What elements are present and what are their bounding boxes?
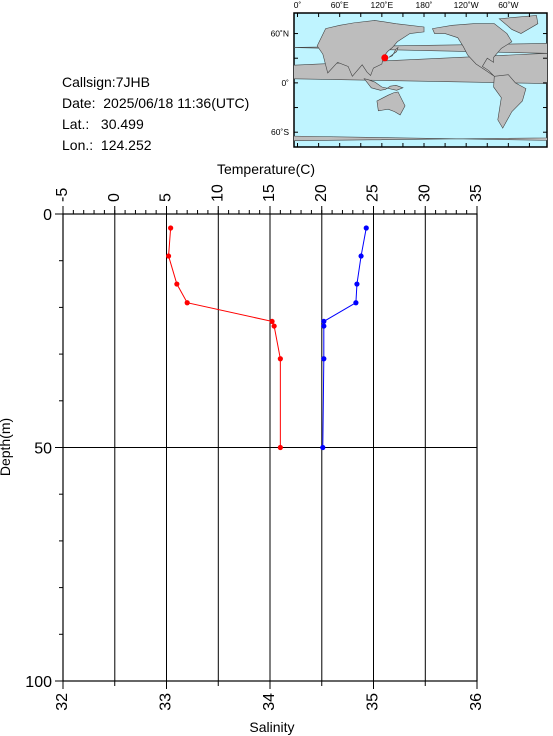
map-land bbox=[294, 15, 547, 141]
temperature-tick-label: 30 bbox=[416, 184, 433, 202]
salinity-tick-label: 32 bbox=[54, 693, 71, 711]
salinity-profile-line bbox=[168, 227, 281, 448]
land-shape bbox=[388, 46, 399, 58]
temperature-axis-title: Temperature(C) bbox=[217, 161, 315, 177]
salinity-axis-title: Salinity bbox=[249, 719, 294, 735]
salinity-point bbox=[168, 225, 174, 231]
temperature-tick-label: 25 bbox=[365, 184, 382, 202]
salinity-tick-label: 33 bbox=[158, 693, 175, 711]
temperature-point bbox=[363, 225, 369, 231]
temperature-point bbox=[320, 444, 326, 451]
temperature-tick-label: 15 bbox=[261, 184, 278, 202]
map-labels: 0˚ 60˚E 120˚E 180˚ 120˚W 60˚W 60˚N 0˚ 60˚S bbox=[271, 0, 519, 137]
callsign-text: Callsign:7JHB bbox=[62, 74, 150, 90]
temperature-point bbox=[321, 318, 327, 325]
temperature-point bbox=[321, 323, 327, 329]
grid bbox=[63, 214, 477, 681]
temperature-tick-label: 0 bbox=[106, 193, 123, 202]
land-shape bbox=[376, 91, 406, 116]
land-shape bbox=[493, 74, 527, 129]
salinity-tick-label: 35 bbox=[365, 693, 382, 711]
temperature-tick-label: 35 bbox=[468, 184, 485, 202]
latitude-text: Lat.: 30.499 bbox=[62, 116, 144, 132]
salinity-point bbox=[277, 356, 283, 362]
depth-tick-label: 0 bbox=[43, 207, 52, 224]
land-shape bbox=[363, 78, 404, 91]
depth-tick-label: 100 bbox=[25, 674, 52, 691]
salinity-point bbox=[269, 318, 275, 325]
map-longitude-label: 0˚ bbox=[294, 0, 302, 10]
map-longitude-label: 120˚E bbox=[371, 0, 394, 10]
map-latitude-label: 0˚ bbox=[281, 78, 289, 88]
temperature-point bbox=[321, 356, 327, 362]
land-shape bbox=[432, 23, 513, 77]
temperature-tick-label: -5 bbox=[54, 188, 71, 202]
map-longitude-label: 60˚W bbox=[498, 0, 518, 10]
salinity-point bbox=[277, 444, 283, 451]
depth-tick-label: 50 bbox=[34, 441, 52, 458]
depth-axis-title: Depth(m) bbox=[0, 418, 13, 476]
temperature-tick-label: 20 bbox=[313, 184, 330, 202]
longitude-text: Lon.: 124.252 bbox=[62, 137, 152, 153]
temperature-tick-label: 5 bbox=[158, 193, 175, 202]
salinity-point bbox=[174, 281, 180, 287]
temperature-point bbox=[358, 253, 364, 259]
map-ticks bbox=[294, 13, 547, 147]
map-latitude-label: 60˚S bbox=[271, 127, 289, 137]
axis-ticks bbox=[55, 206, 478, 689]
series-layer bbox=[165, 225, 369, 451]
salinity-point bbox=[271, 323, 277, 329]
salinity-point bbox=[184, 300, 190, 306]
temperature-point bbox=[353, 300, 359, 306]
map-longitude-label: 180˚ bbox=[416, 0, 433, 10]
salinity-point bbox=[165, 253, 172, 259]
salinity-tick-label: 34 bbox=[261, 693, 278, 711]
map-latitude-label: 60˚N bbox=[271, 29, 289, 39]
station-info: Callsign:7JHB Date: 2025/06/18 11:36(UTC… bbox=[62, 72, 249, 156]
plot-frame bbox=[62, 213, 478, 682]
land-shape bbox=[498, 15, 539, 34]
map-longitude-label: 120˚W bbox=[454, 0, 479, 10]
temperature-profile-line bbox=[322, 227, 367, 448]
land-shape bbox=[294, 135, 547, 141]
salinity-tick-label: 36 bbox=[468, 693, 485, 711]
world-map-inset: 0˚ 60˚E 120˚E 180˚ 120˚W 60˚W 60˚N 0˚ 60˚S bbox=[271, 0, 548, 148]
date-text: Date: 2025/06/18 11:36(UTC) bbox=[62, 95, 250, 111]
station-marker bbox=[381, 54, 389, 62]
temperature-point bbox=[354, 281, 360, 287]
map-longitude-label: 60˚E bbox=[331, 0, 349, 10]
temperature-tick-label: 10 bbox=[209, 184, 226, 202]
